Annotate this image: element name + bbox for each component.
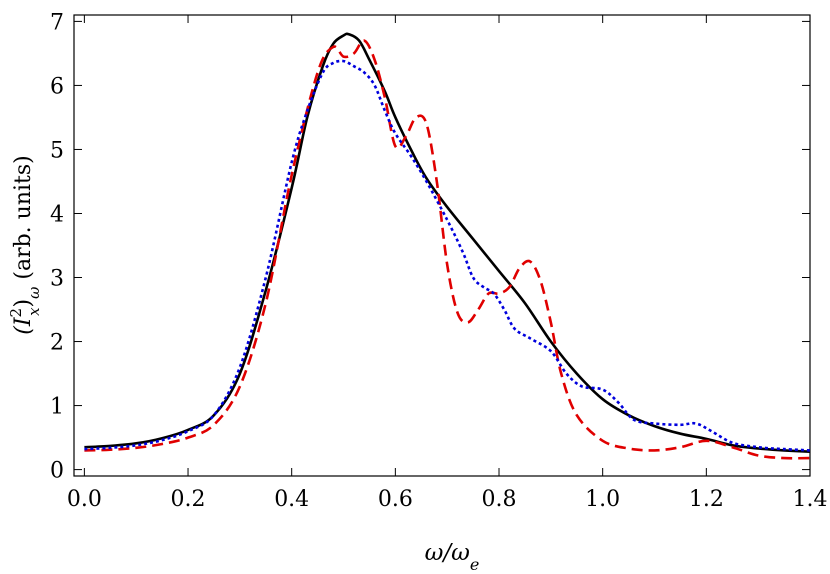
x-tick-label: 1.2 <box>689 487 724 512</box>
plot-frame <box>73 14 811 477</box>
y-tick-label: 6 <box>50 74 64 99</box>
y-tick-label: 5 <box>50 138 64 163</box>
y-tick-label: 3 <box>50 267 64 292</box>
x-tick-label: 0.4 <box>274 487 309 512</box>
y-tick-label: 1 <box>50 395 64 420</box>
x-tick-label: 0.0 <box>67 487 102 512</box>
x-tick-label: 1.4 <box>793 487 828 512</box>
series-layer <box>84 32 811 460</box>
series-line-dashed <box>84 39 811 460</box>
y-tick-label: 4 <box>50 202 64 227</box>
y-tick-label: 0 <box>50 459 64 484</box>
x-tick-label: 0.8 <box>482 487 517 512</box>
series-line-dotted <box>84 59 811 452</box>
x-tick-label: 1.0 <box>585 487 620 512</box>
x-axis-label: ω/ωe <box>425 540 480 574</box>
x-tick-label: 0.2 <box>171 487 206 512</box>
y-axis-label: (I2x)ω (arb. units) <box>7 155 43 335</box>
x-tick-label: 0.6 <box>378 487 413 512</box>
y-tick-label: 2 <box>50 331 64 356</box>
y-tick-label: 7 <box>50 10 64 35</box>
tick-layer: 0.0 0.2 0.4 0.6 0.8 1.0 1.2 1.4 0 1 2 3 4 5 6 7 <box>50 10 828 512</box>
series-line-solid <box>84 32 811 453</box>
plot-area <box>73 14 811 477</box>
